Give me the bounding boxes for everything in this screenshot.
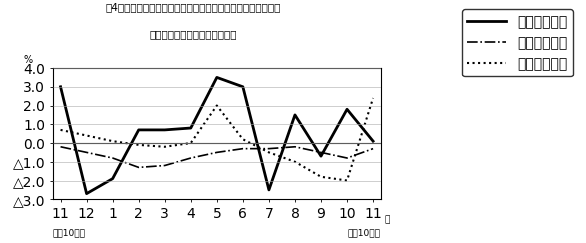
Text: 平成10８年: 平成10８年 <box>53 228 86 237</box>
Text: 月: 月 <box>384 215 390 224</box>
Text: （規樯５人以上　調査産業計）: （規樯５人以上 調査産業計） <box>149 29 237 39</box>
Text: %: % <box>23 55 32 65</box>
Legend: 現金給与総額, 総実労働時間, 常用雇用指数: 現金給与総額, 総実労働時間, 常用雇用指数 <box>462 9 573 76</box>
Text: 平成10９年: 平成10９年 <box>348 228 381 237</box>
Text: 笥4図　　賃金、労働時間、常用雇用指数対前年同月比の推移: 笥4図 賃金、労働時間、常用雇用指数対前年同月比の推移 <box>105 2 281 12</box>
